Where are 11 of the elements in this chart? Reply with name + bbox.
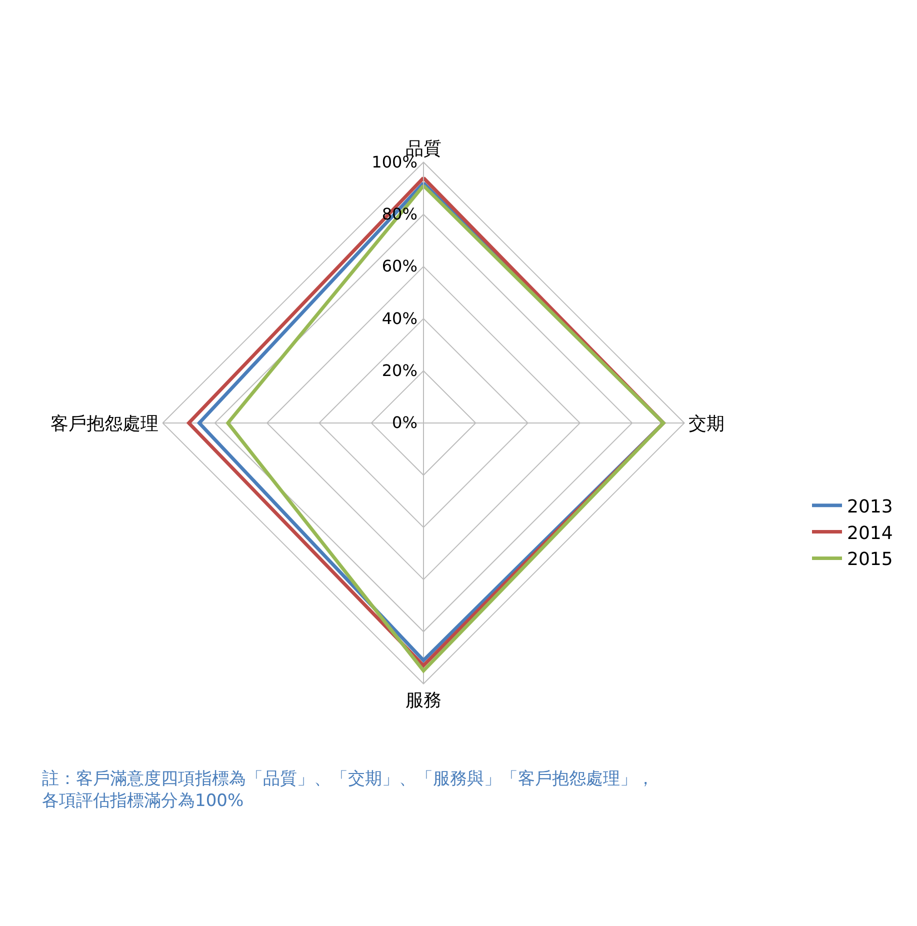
legend-label: 2013	[847, 496, 893, 518]
y-tick-label: 0%	[392, 413, 418, 432]
spoke-label: 交期	[688, 413, 724, 434]
legend-label: 2015	[847, 549, 893, 570]
y-tick-label: 20%	[382, 361, 418, 380]
spoke-label: 服務	[406, 690, 442, 711]
text: 註：客戶滿意度四項指標為「品質」、「交期」、「服務與」「客戶抱怨處理」，各項評估指標滿分為100%	[42, 769, 654, 812]
legend-label: 2014	[847, 522, 893, 544]
y-tick-label: 40%	[382, 308, 418, 328]
y-tick-label: 60%	[382, 256, 418, 276]
spoke-label: 客戶抱怨處理	[50, 413, 159, 434]
